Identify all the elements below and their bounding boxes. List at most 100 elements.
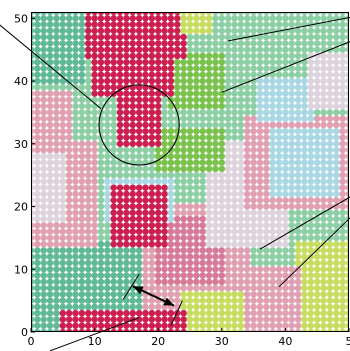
data-point — [224, 266, 232, 273]
arrowhead — [163, 297, 175, 306]
data-point — [167, 134, 175, 141]
data-point — [294, 316, 302, 323]
data-point — [205, 215, 213, 223]
data-point — [250, 184, 257, 191]
data-point — [263, 209, 270, 217]
data-point — [84, 27, 92, 35]
data-point — [174, 153, 181, 160]
data-point — [110, 96, 117, 104]
data-point — [250, 196, 257, 204]
data-point — [59, 234, 67, 242]
data-point — [237, 77, 245, 85]
data-point — [193, 21, 200, 28]
data-point — [301, 209, 308, 217]
data-point — [91, 222, 98, 229]
data-point — [282, 291, 289, 298]
data-point — [243, 259, 251, 267]
data-point — [256, 109, 264, 116]
data-point — [275, 209, 283, 217]
data-point — [142, 40, 149, 47]
data-point — [256, 184, 264, 191]
data-point — [250, 259, 257, 267]
data-point — [212, 58, 219, 66]
data-point — [180, 278, 187, 286]
data-point — [243, 278, 251, 286]
data-point — [301, 316, 308, 323]
data-point — [123, 322, 130, 329]
data-point — [288, 33, 296, 41]
data-point — [212, 52, 219, 60]
data-point — [282, 253, 289, 260]
data-point — [294, 190, 302, 198]
data-point — [78, 278, 86, 286]
data-point — [78, 27, 86, 35]
data-point — [218, 196, 226, 204]
data-point — [320, 215, 327, 223]
data-point — [116, 184, 124, 191]
data-point — [231, 240, 238, 248]
data-point — [193, 58, 200, 66]
data-point — [243, 272, 251, 279]
data-point — [161, 33, 168, 41]
data-point — [199, 109, 206, 116]
data-point — [282, 222, 289, 229]
data-point — [161, 58, 168, 66]
data-point — [186, 153, 194, 160]
data-point — [269, 316, 276, 323]
data-point — [72, 247, 79, 254]
data-point — [193, 140, 200, 148]
data-point — [104, 71, 111, 78]
data-point — [40, 228, 47, 235]
data-point — [53, 178, 60, 185]
data-point — [301, 215, 308, 223]
data-point — [199, 27, 206, 35]
data-point — [46, 146, 54, 154]
data-point — [167, 184, 175, 191]
data-point — [231, 278, 238, 286]
data-point — [65, 316, 73, 323]
data-point — [326, 309, 334, 317]
data-point — [313, 84, 321, 91]
data-point — [288, 127, 296, 135]
data-point — [193, 90, 200, 97]
data-point — [282, 178, 289, 185]
data-point — [320, 109, 327, 116]
data-point — [269, 291, 276, 298]
data-point — [269, 134, 276, 141]
data-point — [53, 121, 60, 129]
data-point — [237, 316, 245, 323]
data-point — [186, 240, 194, 248]
data-point — [174, 322, 181, 329]
data-point — [167, 115, 175, 122]
data-point — [250, 303, 257, 311]
data-point — [154, 196, 162, 204]
data-point — [116, 109, 124, 116]
data-point — [154, 316, 162, 323]
data-point — [294, 52, 302, 60]
data-point — [59, 266, 67, 273]
data-point — [199, 140, 206, 148]
data-point — [218, 309, 226, 317]
data-point — [275, 178, 283, 185]
data-point — [256, 316, 264, 323]
data-point — [97, 303, 105, 311]
data-point — [320, 291, 327, 298]
data-point — [269, 15, 276, 22]
data-point — [40, 140, 47, 148]
data-point — [269, 159, 276, 166]
data-point — [345, 96, 349, 104]
data-point — [294, 140, 302, 148]
data-point — [275, 297, 283, 304]
data-point — [231, 171, 238, 179]
data-point — [269, 84, 276, 91]
data-point — [129, 259, 137, 267]
data-point — [224, 71, 232, 78]
data-point — [256, 146, 264, 154]
data-point — [154, 109, 162, 116]
data-point — [46, 259, 54, 267]
data-point — [59, 291, 67, 298]
data-point — [123, 65, 130, 72]
data-point — [218, 27, 226, 35]
data-point — [97, 115, 105, 122]
data-point — [116, 27, 124, 35]
